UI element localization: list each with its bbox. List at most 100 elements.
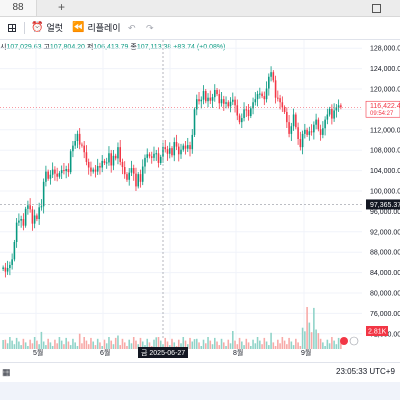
rewind-icon: ⏪ (72, 22, 85, 33)
volume-value-label: 2.81K (368, 329, 387, 336)
y-tick-label: 96,000.00 (370, 209, 400, 216)
volume-bar (331, 337, 333, 349)
candle-body (283, 107, 286, 112)
grid-layout-icon (8, 24, 16, 32)
open-value: 107,029.63 (6, 44, 42, 51)
volume-bar (324, 346, 326, 349)
candle-body (27, 205, 29, 209)
low-value: 106,413.79 (93, 44, 129, 51)
calendar-icon[interactable]: ▦ (2, 367, 11, 377)
candle-body (33, 215, 36, 224)
window-titlebar: 88 + (0, 0, 400, 17)
maximize-icon[interactable] (372, 4, 381, 13)
candle-body (211, 97, 214, 101)
browser-tab[interactable]: 88 (0, 0, 37, 16)
volume-bar (295, 338, 297, 349)
candle-body (141, 166, 144, 182)
alert-label: 얼럿 (46, 23, 64, 33)
candle-body (207, 97, 209, 102)
volume-bar (15, 337, 18, 349)
volume-bar (281, 337, 284, 349)
candle-body (45, 171, 47, 182)
volume-bar (299, 346, 302, 349)
candle-body (216, 90, 218, 95)
volume-bar (20, 345, 22, 349)
volume-bar (340, 341, 342, 349)
candle-body (261, 93, 263, 97)
layout-button[interactable] (8, 17, 16, 39)
candle-body (132, 168, 135, 174)
volume-bar (333, 340, 335, 349)
crosshair-date-label: 금 2025-06-27 (141, 349, 185, 357)
candle-body (324, 119, 326, 129)
high-key: 고 (43, 44, 50, 51)
volume-bar (315, 329, 317, 349)
volume-bar (123, 342, 126, 349)
candle-body (117, 147, 119, 159)
volume-bar (139, 337, 142, 349)
volume-bar (13, 344, 16, 349)
volume-bar (18, 341, 20, 349)
candle-body (49, 174, 52, 179)
candle-body (42, 181, 45, 207)
y-tick-label: 76,000.00 (370, 311, 400, 318)
volume-bar (209, 340, 212, 349)
y-tick-label: 104,000.00 (370, 168, 400, 175)
candle-body (313, 124, 315, 133)
volume-bar (47, 338, 49, 349)
volume-bar (279, 343, 281, 349)
candle-body (180, 149, 182, 155)
candle-body (245, 109, 248, 111)
candle-body (225, 102, 227, 104)
volume-bar (87, 344, 90, 349)
candle-body (65, 169, 67, 172)
volume-bar (42, 341, 45, 349)
y-tick-label: 128,000.00 (370, 46, 400, 53)
new-tab-button[interactable]: + (58, 0, 66, 14)
crosshair-price-box (366, 199, 400, 210)
alert-button[interactable]: ⏰ 얼럿 (31, 17, 63, 39)
countdown-label: 09:54:27 (370, 111, 394, 117)
volume-bar (74, 342, 76, 349)
volume-bar (250, 346, 252, 349)
volume-bar (184, 340, 187, 349)
replay-button[interactable]: ⏪ 리플레이 (72, 17, 121, 39)
candle-body (286, 111, 288, 123)
redo-button[interactable]: ↷ (146, 23, 154, 33)
alarm-clock-icon: ⏰ (31, 22, 44, 33)
candle-body (243, 109, 245, 119)
volume-bar (130, 343, 133, 349)
x-tick-label: 5월 (33, 348, 43, 357)
candle-body (299, 138, 302, 148)
candle-body (60, 170, 63, 174)
candle-body (67, 169, 70, 173)
toolbar-divider (24, 22, 25, 34)
candle-body (2, 267, 4, 270)
high-value: 107,804.20 (49, 44, 85, 51)
candle-body (51, 169, 54, 175)
candle-body (252, 102, 254, 109)
flag-icon (340, 337, 348, 345)
candle-body (24, 208, 27, 226)
volume-bar (171, 338, 173, 349)
clock-readout[interactable]: 23:05:33 UTC+9 (336, 367, 395, 376)
candle-body (54, 169, 56, 174)
candle-body (18, 220, 20, 223)
open-key: 시 (0, 44, 7, 51)
candle-body (159, 156, 162, 163)
undo-button[interactable]: ↶ (128, 23, 136, 33)
candle-body (186, 145, 189, 149)
volume-bar (283, 340, 286, 349)
volume-bar (45, 345, 47, 349)
volume-bar (49, 342, 52, 349)
candle-body (146, 154, 149, 158)
last-price-label: 116,422.43 (370, 103, 400, 110)
candle-body (164, 147, 167, 150)
volume-bar (76, 346, 79, 349)
candle-body (254, 99, 257, 103)
volume-bar (67, 341, 70, 349)
volume-bar (245, 338, 248, 349)
price-chart[interactable]: 128,000.00124,000.00120,000.00116,000.00… (0, 40, 400, 362)
candle-body (308, 131, 311, 135)
candle-body (331, 108, 333, 119)
